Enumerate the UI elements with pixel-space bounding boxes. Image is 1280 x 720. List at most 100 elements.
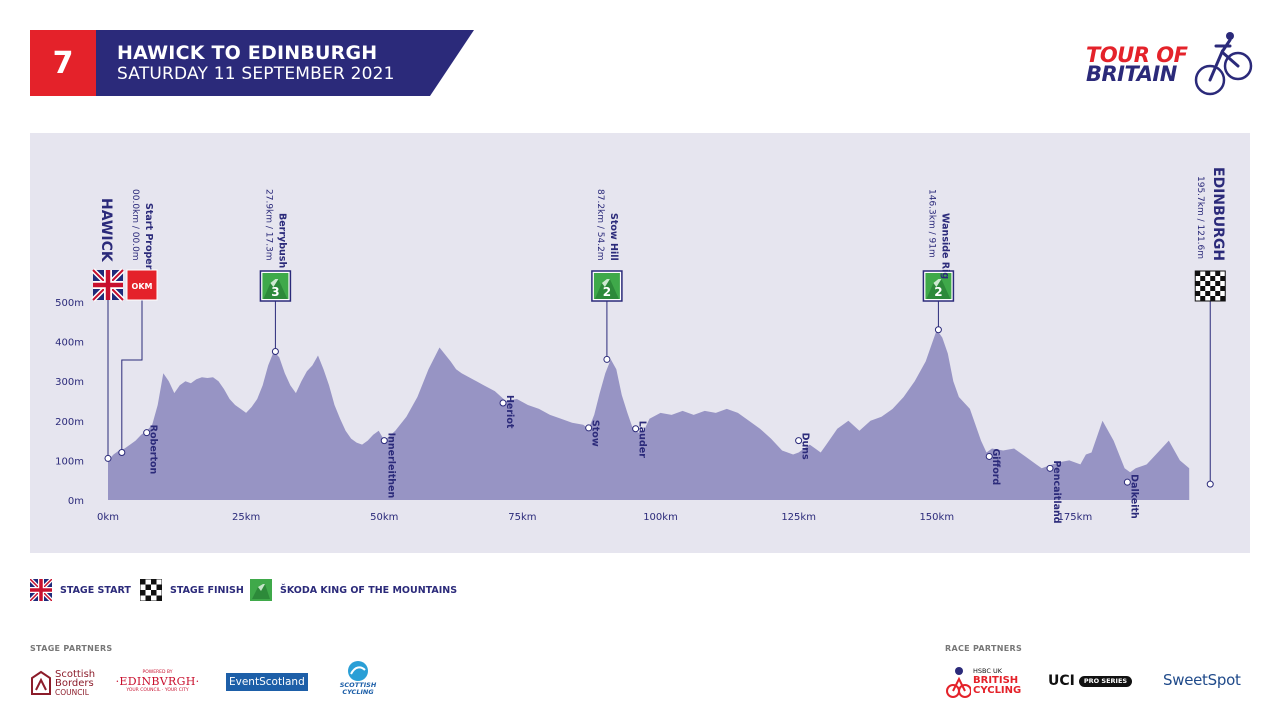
borders-line-1: Scottish — [55, 668, 96, 680]
route-marker: Pencaitland — [1046, 460, 1062, 524]
route-marker: EDINBURGH 195.7km / 121.6m — [1194, 167, 1226, 488]
edinburgh-logo: POWERED BY ·EDINBVRGH· YOUR COUNCIL · YO… — [115, 670, 200, 696]
stage-partners-heading: STAGE PARTNERS — [30, 644, 113, 653]
place-sublabel: 195.7km / 121.6m — [1195, 176, 1205, 259]
marker-dot — [1206, 480, 1214, 488]
route-marker: Lauder — [632, 421, 648, 458]
kom-icon: 2 — [591, 270, 623, 302]
kom-category: 3 — [271, 285, 279, 299]
place-sublabel: 27.9km / 17.3m — [263, 189, 273, 261]
kom-category: 2 — [603, 285, 611, 299]
legend-item-kom: ŠKODA KING OF THE MOUNTAINS — [250, 578, 457, 602]
place-sublabel: 146.3km / 91m — [926, 189, 936, 258]
x-tick-label: 25km — [232, 512, 260, 523]
sweetspot-text: SweetSpot — [1163, 671, 1241, 689]
okm-badge — [126, 269, 158, 301]
x-tick-label: 175km — [1058, 512, 1093, 523]
stage-date: SATURDAY 11 SEPTEMBER 2021 — [117, 64, 395, 84]
y-tick-label: 300m — [55, 377, 84, 388]
place-label: Berrybush — [276, 213, 287, 268]
route-marker: Duns — [795, 433, 811, 460]
legend-label: STAGE FINISH — [170, 584, 244, 596]
place-label: Stow — [590, 420, 601, 447]
place-label: Wanside Rig — [939, 213, 950, 279]
borders-line-2: Borders — [55, 677, 94, 689]
kom-icon: 2 — [922, 270, 955, 302]
british-cycling-line-1: BRITISH — [973, 675, 1019, 686]
place-label: Start Proper — [143, 203, 154, 270]
place-label: HAWICK — [98, 198, 114, 263]
british-cycling-logo: HSBC UK BRITISH CYCLING — [945, 662, 1021, 700]
place-label: Lauder — [637, 421, 648, 458]
scottish-cycling-line-1: SCOTTISH — [339, 681, 377, 689]
stage-header: 7 HAWICK TO EDINBURGH SATURDAY 11 SEPTEM… — [30, 30, 490, 96]
edinburgh-sub: YOUR COUNCIL · YOUR CITY — [126, 688, 189, 693]
place-label: Heriot — [504, 395, 515, 429]
race-partners-heading: RACE PARTNERS — [945, 644, 1023, 653]
marker-dot — [1046, 464, 1054, 472]
route-marker: HAWICK — [91, 198, 125, 462]
route-marker: Stow — [585, 420, 601, 447]
kom-category: 2 — [934, 285, 942, 299]
marker-dot — [1123, 478, 1131, 486]
uci-text: UCI — [1048, 673, 1075, 689]
marker-dot — [795, 437, 803, 445]
legend-label: ŠKODA KING OF THE MOUNTAINS — [280, 584, 458, 596]
sweetspot-logo: SweetSpot — [1163, 670, 1241, 690]
scottish-cycling-icon — [348, 661, 368, 681]
uci-pro-series-logo: UCI PRO SERIES — [1048, 672, 1133, 690]
legend-item-stage-finish: STAGE FINISH — [140, 578, 244, 602]
stage-banner — [96, 30, 474, 96]
place-label: Dalkeith — [1128, 474, 1139, 519]
stage-number-badge: 7 — [30, 30, 96, 96]
x-tick-label: 50km — [370, 512, 398, 523]
british-cycling-icon — [946, 667, 971, 698]
x-tick-label: 100km — [643, 512, 678, 523]
edinburgh-pre: POWERED BY — [142, 670, 173, 675]
borders-line-3: COUNCIL — [55, 687, 89, 697]
x-tick-label: 150km — [919, 512, 954, 523]
legend-item-stage-start: STAGE START — [30, 578, 131, 602]
place-label: Stow Hill — [608, 213, 619, 261]
elevation-profile-area — [108, 329, 1190, 500]
y-tick-label: 100m — [55, 456, 84, 467]
borders-crest-icon — [31, 670, 51, 695]
y-tick-label: 0m — [68, 496, 84, 507]
route-marker: Dalkeith — [1123, 474, 1139, 519]
marker-dot — [380, 437, 388, 445]
y-tick-label: 400m — [55, 338, 84, 349]
place-sublabel: 00.0km / 00.0m — [130, 189, 140, 261]
marker-dot — [985, 452, 993, 460]
marker-dot — [603, 355, 611, 363]
chequered-flag-icon — [1194, 270, 1226, 302]
marker-dot — [118, 448, 126, 456]
scottish-cycling-logo: SCOTTISH CYCLING — [325, 660, 391, 700]
route-marker: Gifford — [985, 448, 1001, 485]
place-label: Gifford — [990, 448, 1001, 485]
stage-profile-chart: 0m 100m 200m 300m 400m 500m 0km 25km 50km 75km 10… — [30, 133, 1250, 553]
y-axis: 0m 100m 200m 300m 400m 500m — [55, 298, 84, 507]
legend-label: STAGE START — [60, 584, 131, 596]
place-label: Innerleithen — [385, 433, 396, 499]
logo-line-1: TOUR OF — [1086, 43, 1188, 67]
route-marker: Innerleithen — [380, 433, 396, 499]
marker-dot — [934, 326, 942, 334]
uk-flag-icon — [91, 268, 125, 302]
scottish-cycling-line-2: CYCLING — [342, 688, 374, 696]
y-tick-label: 500m — [55, 298, 84, 309]
chequered-flag-icon — [140, 579, 162, 601]
kom-icon — [250, 579, 272, 601]
pro-series-badge: PRO SERIES — [1078, 675, 1133, 687]
eventscotland-logo: EventScotland — [226, 673, 308, 691]
route-marker: Heriot — [499, 395, 515, 429]
british-cycling-line-2: CYCLING — [973, 685, 1022, 696]
hsbc-text: HSBC UK — [973, 667, 1002, 675]
kom-icon: 3 — [259, 270, 292, 302]
eventscotland-text: EventScotland — [229, 676, 305, 688]
logo-line-2: BRITAIN — [1086, 62, 1177, 86]
